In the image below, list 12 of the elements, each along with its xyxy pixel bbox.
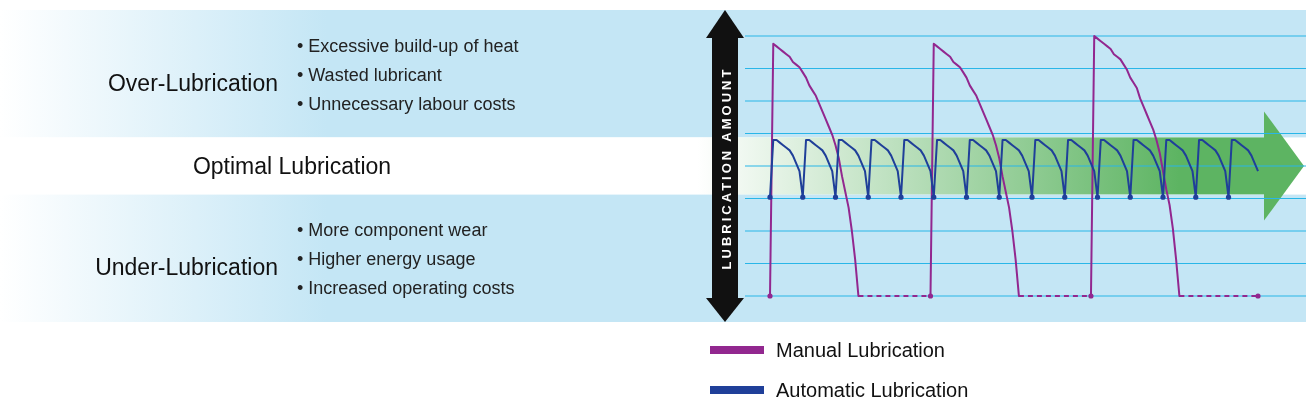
text: • More component wear bbox=[297, 220, 488, 240]
text: • Higher energy usage bbox=[297, 249, 476, 269]
y-axis-title: LUBRICATION AMOUNT bbox=[719, 66, 734, 270]
text: • Increased operating costs bbox=[297, 278, 515, 298]
band-label: Under-Lubrication bbox=[95, 254, 278, 281]
legend-label: Manual Lubrication bbox=[776, 339, 945, 361]
text: • Unnecessary labour costs bbox=[297, 94, 516, 114]
band-label: Over-Lubrication bbox=[107, 69, 278, 96]
band-label: Optimal Lubrication bbox=[192, 153, 392, 179]
text: • Excessive build-up of heat bbox=[297, 36, 519, 56]
text: • Wasted lubricant bbox=[297, 65, 442, 85]
legend-label: Automatic Lubrication bbox=[776, 379, 969, 401]
